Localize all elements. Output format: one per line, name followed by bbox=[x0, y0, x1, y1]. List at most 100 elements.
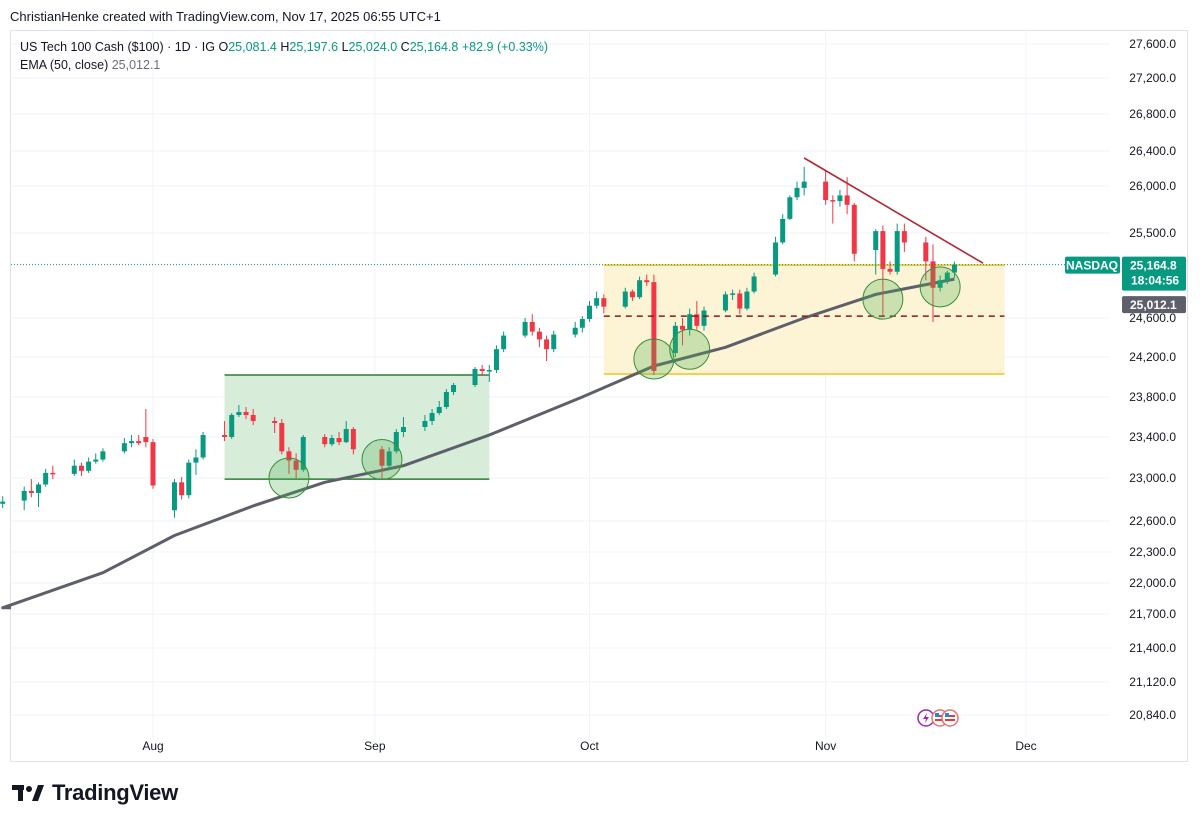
candle-body bbox=[243, 412, 249, 415]
y-tick-label: 22,300.0 bbox=[1129, 545, 1176, 559]
candles bbox=[0, 166, 957, 518]
candle-body bbox=[837, 195, 843, 202]
x-tick-label: Dec bbox=[1015, 739, 1036, 753]
ema-line bbox=[1, 277, 955, 610]
legend-close: 25,164.8 bbox=[409, 40, 459, 54]
candle-body bbox=[429, 413, 435, 421]
candle-body bbox=[329, 438, 335, 445]
candle-body bbox=[186, 462, 192, 496]
y-tick-label: 23,400.0 bbox=[1129, 430, 1176, 444]
candle-body bbox=[400, 427, 406, 432]
candle-body bbox=[121, 443, 127, 452]
candle-body bbox=[179, 482, 185, 496]
x-tick-label: Aug bbox=[142, 739, 163, 753]
candle-body bbox=[880, 231, 886, 269]
legend-open-label: O bbox=[218, 40, 229, 54]
candle-body bbox=[222, 435, 228, 437]
candle-body bbox=[300, 437, 306, 470]
candle-body bbox=[830, 200, 836, 202]
candle-body bbox=[100, 451, 106, 460]
candle-body bbox=[293, 460, 299, 470]
candle-body bbox=[529, 321, 535, 332]
legend-symbol: US Tech 100 Cash ($100) · 1D · IG bbox=[20, 40, 215, 54]
y-tick-label: 25,500.0 bbox=[1129, 226, 1176, 240]
candle-body bbox=[436, 407, 442, 413]
candle-body bbox=[930, 261, 936, 288]
candle-body bbox=[472, 369, 478, 385]
y-tick-label: 22,000.0 bbox=[1129, 576, 1176, 590]
candle-body bbox=[451, 385, 457, 392]
candle-body bbox=[572, 327, 578, 335]
candle-body bbox=[479, 369, 485, 371]
top-bar: ChristianHenke created with TradingView.… bbox=[0, 0, 1200, 30]
candle-body bbox=[322, 437, 328, 445]
candle-body bbox=[923, 242, 929, 262]
candle-body bbox=[544, 339, 550, 350]
candle-body bbox=[279, 423, 285, 452]
candle-body bbox=[780, 218, 786, 243]
candle-body bbox=[594, 298, 600, 306]
event-flag-icon bbox=[941, 709, 959, 727]
event-flag-stripe bbox=[935, 715, 945, 717]
candle-body bbox=[386, 451, 392, 466]
candle-body bbox=[343, 429, 349, 443]
candle-body bbox=[150, 442, 156, 486]
candle-body bbox=[0, 501, 6, 504]
event-bolt-glyph bbox=[923, 713, 929, 723]
candle-body bbox=[944, 272, 950, 281]
candle-body bbox=[286, 451, 292, 461]
chart-frame bbox=[10, 30, 1188, 762]
candle-body bbox=[136, 441, 142, 444]
candle-body bbox=[50, 472, 56, 475]
candle-body bbox=[171, 482, 177, 511]
candle-body bbox=[229, 415, 235, 437]
legend-low-label: L bbox=[341, 40, 349, 54]
candle-body bbox=[93, 459, 99, 462]
touch-circle bbox=[862, 278, 904, 320]
y-tick-label: 20,840.0 bbox=[1129, 708, 1176, 722]
candle-body bbox=[443, 392, 449, 407]
candle-body bbox=[587, 305, 592, 319]
y-tick-label: 24,600.0 bbox=[1129, 311, 1176, 325]
candle-body bbox=[629, 291, 635, 298]
candle-body bbox=[236, 412, 242, 415]
candle-body bbox=[901, 231, 907, 243]
candle-body bbox=[894, 231, 900, 272]
event-flag-stripe bbox=[945, 719, 955, 721]
touch-circle bbox=[919, 266, 961, 308]
candle-body bbox=[551, 334, 557, 350]
legend-low: 25,024.0 bbox=[348, 40, 398, 54]
credit-text: ChristianHenke created with TradingView.… bbox=[10, 9, 441, 24]
candle-body bbox=[873, 231, 879, 250]
y-tick-label: 21,400.0 bbox=[1129, 641, 1176, 655]
symbol-tag: NASDAQ bbox=[1066, 259, 1118, 273]
candle-body bbox=[36, 484, 42, 494]
candle-body bbox=[522, 321, 528, 336]
candle-body bbox=[78, 465, 84, 471]
event-flag-canton bbox=[935, 713, 939, 717]
candle-body bbox=[887, 268, 893, 272]
candle-body bbox=[787, 197, 793, 219]
zone-green bbox=[224, 375, 490, 480]
event-flag-stripe bbox=[945, 715, 955, 717]
legend: US Tech 100 Cash ($100) · 1D · IG O25,08… bbox=[20, 38, 548, 74]
candle-body bbox=[601, 298, 607, 307]
legend-high-label: H bbox=[280, 40, 290, 54]
footer: TradingView bbox=[12, 780, 178, 806]
countdown-tag: 18:04:56 bbox=[1131, 274, 1179, 288]
legend-ema-value: 25,012.1 bbox=[111, 58, 161, 72]
candle-body bbox=[200, 435, 206, 458]
candle-body bbox=[536, 331, 542, 340]
legend-ema-label: EMA (50, close) bbox=[20, 58, 109, 72]
legend-open: 25,081.4 bbox=[228, 40, 277, 54]
candle-body bbox=[951, 264, 957, 273]
y-axis: 27,600.0 27,200.0 26,800.0 26,400.0 26,000.0… bbox=[1129, 37, 1176, 722]
y-tick-label: 26,000.0 bbox=[1129, 179, 1176, 193]
candle-body bbox=[272, 421, 278, 423]
tradingview-brand: TradingView bbox=[52, 780, 178, 805]
candle-body bbox=[350, 429, 356, 450]
x-tick-label: Nov bbox=[815, 739, 836, 753]
y-tick-label: 21,700.0 bbox=[1129, 607, 1176, 621]
y-tick-label: 23,000.0 bbox=[1129, 471, 1176, 485]
